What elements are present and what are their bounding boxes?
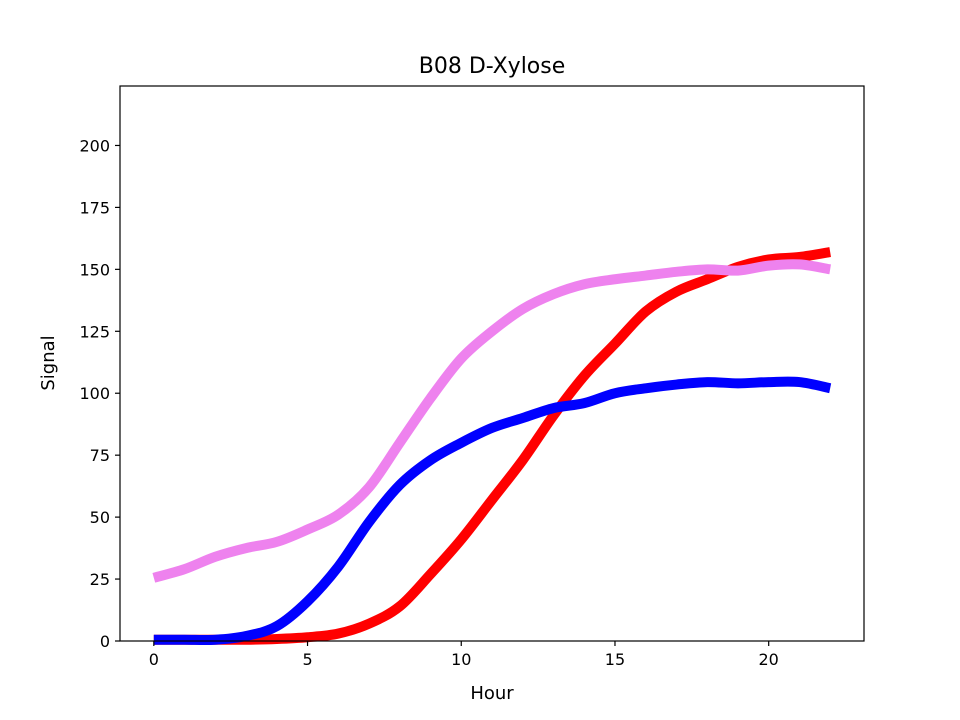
x-tick-label: 5: [302, 650, 312, 669]
x-axis-label: Hour: [470, 683, 514, 704]
y-tick-label: 100: [79, 384, 110, 403]
axes-frame: [119, 85, 865, 642]
y-tick-label: 0: [100, 632, 110, 651]
series-line-3: [152, 259, 832, 583]
x-axis-ticks: 0 5 10 15 20: [149, 641, 779, 669]
series-line-2: [153, 376, 832, 646]
y-axis-label: Signal: [38, 335, 59, 390]
plot-lines: [152, 247, 832, 646]
x-tick-label: 10: [451, 650, 471, 669]
y-tick-label: 25: [90, 570, 110, 589]
chart-title: B08 D-Xylose: [419, 54, 566, 79]
x-tick-label: 15: [605, 650, 625, 669]
y-tick-label: 125: [79, 322, 110, 341]
series-line-1: [153, 247, 831, 645]
x-tick-label: 0: [149, 650, 159, 669]
y-tick-label: 150: [79, 260, 110, 279]
y-tick-label: 175: [79, 198, 110, 217]
y-axis-ticks: 0 25 50 75 100 125 150 175 200: [79, 136, 120, 651]
y-tick-label: 75: [90, 446, 110, 465]
y-tick-label: 200: [79, 136, 110, 155]
x-tick-label: 20: [759, 650, 779, 669]
y-tick-label: 50: [90, 508, 110, 527]
